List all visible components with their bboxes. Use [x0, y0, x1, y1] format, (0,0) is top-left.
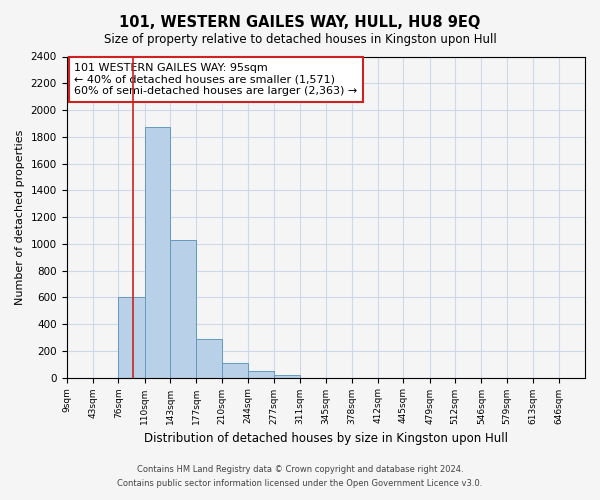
Bar: [118, 298, 145, 378]
Bar: [248, 371, 274, 378]
Bar: [222, 363, 248, 378]
Text: 101, WESTERN GAILES WAY, HULL, HU8 9EQ: 101, WESTERN GAILES WAY, HULL, HU8 9EQ: [119, 15, 481, 30]
Y-axis label: Number of detached properties: Number of detached properties: [15, 130, 25, 304]
Text: 101 WESTERN GAILES WAY: 95sqm
← 40% of detached houses are smaller (1,571)
60% o: 101 WESTERN GAILES WAY: 95sqm ← 40% of d…: [74, 63, 358, 96]
X-axis label: Distribution of detached houses by size in Kingston upon Hull: Distribution of detached houses by size …: [144, 432, 508, 445]
Bar: [145, 128, 170, 378]
Bar: [196, 339, 222, 378]
Text: Size of property relative to detached houses in Kingston upon Hull: Size of property relative to detached ho…: [104, 32, 496, 46]
Bar: [274, 375, 300, 378]
Text: Contains HM Land Registry data © Crown copyright and database right 2024.
Contai: Contains HM Land Registry data © Crown c…: [118, 466, 482, 487]
Bar: [170, 240, 196, 378]
